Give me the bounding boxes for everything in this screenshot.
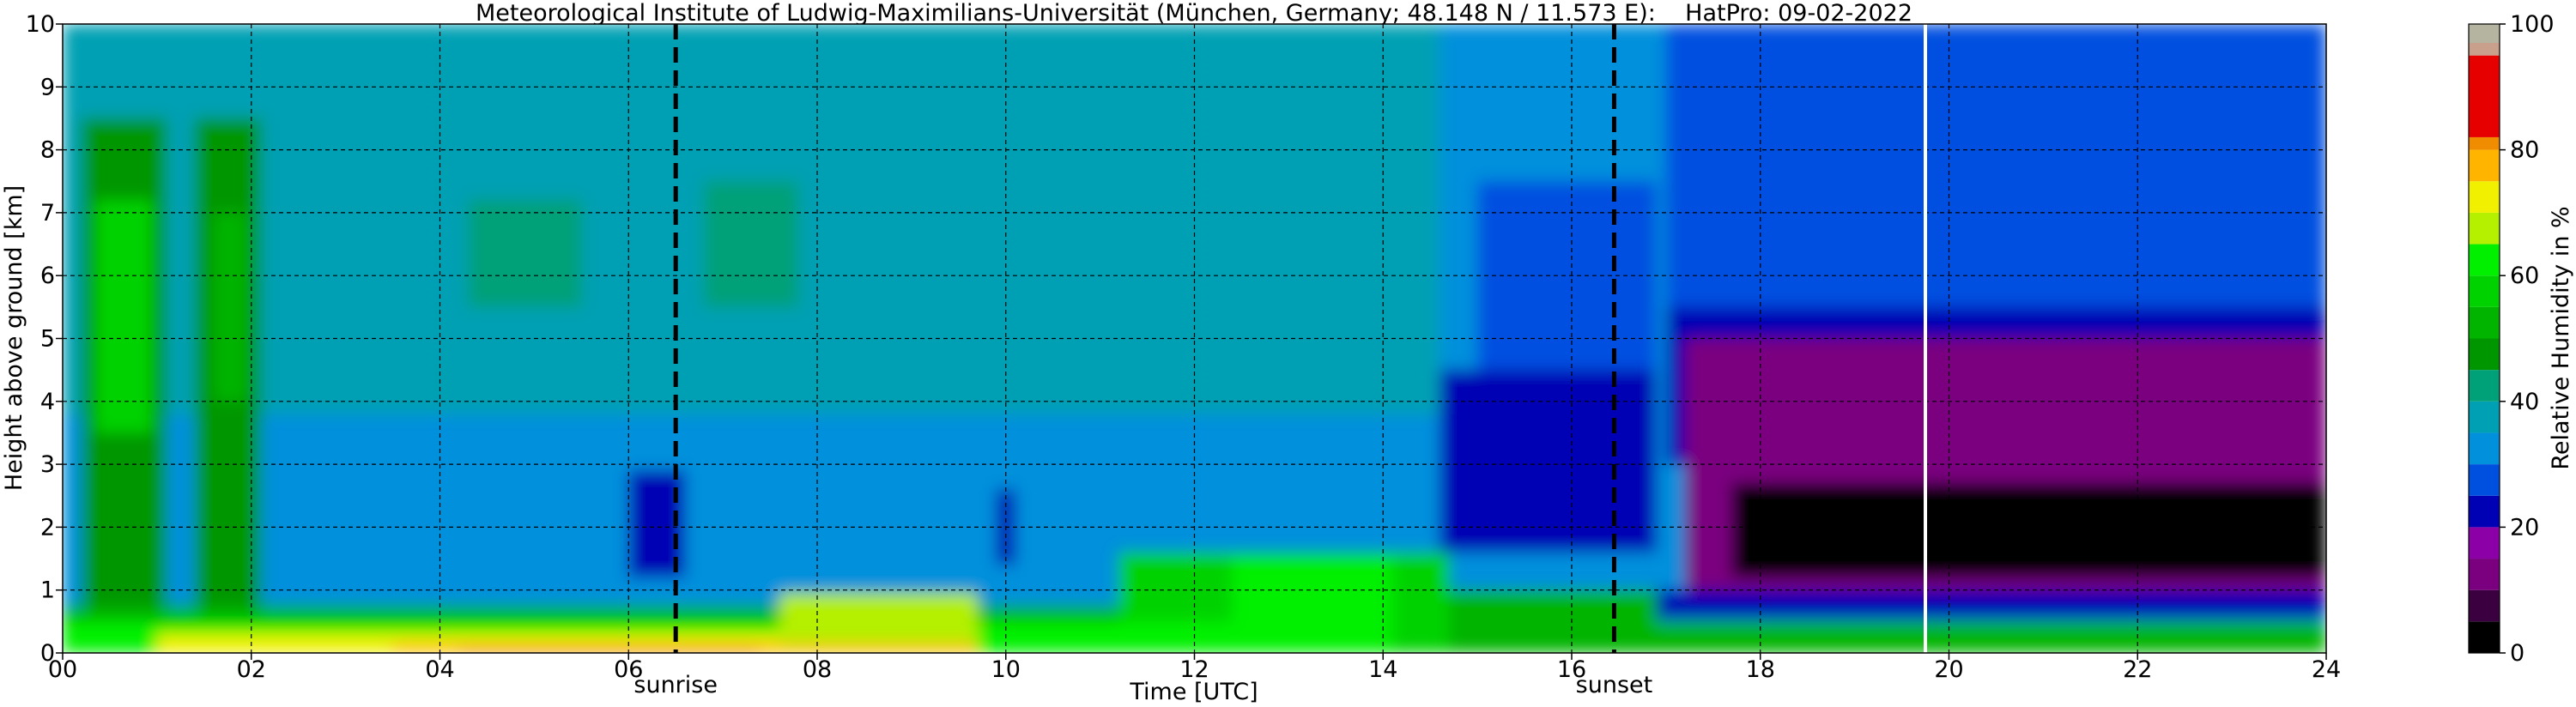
x-tick-label: 02 bbox=[237, 656, 266, 683]
x-tick-label: 18 bbox=[1746, 656, 1775, 683]
colorbar-segment bbox=[2469, 212, 2500, 245]
colorbar-segment bbox=[2469, 464, 2500, 496]
colorbar-segment bbox=[2469, 275, 2500, 307]
x-tick-label: 06 bbox=[614, 656, 643, 683]
humidity-cell bbox=[704, 181, 799, 307]
colorbar-segment bbox=[2469, 24, 2500, 43]
humidity-cell bbox=[779, 593, 978, 653]
colorbar-segment bbox=[2469, 149, 2500, 182]
colorbar: 0 20 40 60 80 100 Relative Humidity in % bbox=[2468, 11, 2574, 667]
x-tick-label: 14 bbox=[1368, 656, 1397, 683]
humidity-cell bbox=[1656, 589, 2326, 619]
y-tick-label: 2 bbox=[40, 514, 55, 541]
y-tick-label: 6 bbox=[40, 263, 55, 289]
humidity-cell bbox=[1665, 24, 2326, 307]
colorbar-ticks: 0 20 40 60 80 100 bbox=[2500, 11, 2555, 667]
y-tick-label: 7 bbox=[40, 200, 55, 227]
colorbar-segment bbox=[2469, 338, 2500, 371]
colorbar-tick-label: 20 bbox=[2510, 514, 2539, 541]
time-marker-labels: sunrise sunset bbox=[633, 672, 1652, 698]
chart-title: Meteorological Institute of Ludwig-Maxim… bbox=[476, 0, 1912, 27]
colorbar-segment bbox=[2469, 181, 2500, 213]
x-tick-label: 00 bbox=[48, 656, 77, 683]
x-tick-label: 20 bbox=[1934, 656, 1963, 683]
humidity-cell bbox=[1449, 589, 1657, 653]
colorbar-segment bbox=[2469, 55, 2500, 137]
humidity-cell bbox=[468, 200, 582, 307]
colorbar-segment bbox=[2469, 370, 2500, 402]
humidity-cell bbox=[458, 649, 761, 653]
y-tick-label: 10 bbox=[26, 11, 55, 38]
y-tick-label: 8 bbox=[40, 137, 55, 164]
colorbar-segment bbox=[2469, 136, 2500, 150]
colorbar-segment bbox=[2469, 621, 2500, 653]
colorbar-tick-label: 40 bbox=[2510, 389, 2539, 415]
colorbar-tick-label: 0 bbox=[2510, 640, 2524, 667]
colorbar-frame bbox=[2468, 23, 2500, 654]
x-tick-label: 16 bbox=[1557, 656, 1586, 683]
colorbar-scale bbox=[2469, 24, 2500, 653]
colorbar-segment bbox=[2469, 527, 2500, 559]
time-markers bbox=[673, 24, 1928, 653]
colorbar-tick-label: 60 bbox=[2510, 263, 2539, 289]
y-tick-label: 5 bbox=[40, 326, 55, 353]
humidity-cell bbox=[1731, 483, 2326, 578]
sunrise-label: sunrise bbox=[633, 672, 718, 698]
colorbar-segment bbox=[2469, 559, 2500, 590]
x-tick-label: 10 bbox=[991, 656, 1021, 683]
x-tick-label: 22 bbox=[2123, 656, 2152, 683]
gridlines bbox=[63, 24, 2326, 653]
y-tick-label: 3 bbox=[40, 451, 55, 478]
y-tick-label: 4 bbox=[40, 389, 55, 415]
colorbar-segment bbox=[2469, 244, 2500, 276]
x-axis-label: Time [UTC] bbox=[1129, 679, 1258, 705]
x-tick-label: 04 bbox=[425, 656, 454, 683]
x-tick-label: 12 bbox=[1179, 656, 1209, 683]
sunset-label: sunset bbox=[1576, 672, 1653, 698]
plot-area bbox=[62, 23, 2327, 654]
y-axis-label: Height above ground [km] bbox=[1, 185, 27, 491]
colorbar-segment bbox=[2469, 589, 2500, 622]
x-tick-label: 08 bbox=[803, 656, 832, 683]
humidity-cell bbox=[213, 212, 247, 402]
humidity-cell bbox=[1656, 621, 2326, 653]
colorbar-label: Relative Humidity in % bbox=[2548, 206, 2574, 469]
colorbar-tick-label: 100 bbox=[2510, 11, 2555, 38]
colorbar-tick-label: 80 bbox=[2510, 137, 2539, 164]
y-tick-label: 9 bbox=[40, 74, 55, 100]
colorbar-segment bbox=[2469, 495, 2500, 528]
x-axis-ticks: 00 02 04 06 08 10 12 14 16 18 20 22 24 bbox=[48, 653, 2341, 683]
y-tick-label: 0 bbox=[40, 640, 55, 667]
y-tick-label: 1 bbox=[40, 577, 55, 604]
colorbar-segment bbox=[2469, 42, 2500, 56]
humidity-cell bbox=[1477, 181, 1657, 371]
humidity-cell bbox=[1440, 370, 1657, 553]
y-axis-ticks: 0 1 2 3 4 5 6 7 8 9 10 bbox=[26, 11, 63, 667]
colorbar-segment bbox=[2469, 432, 2500, 465]
humidity-cell bbox=[392, 644, 978, 653]
x-tick-label: 24 bbox=[2312, 656, 2341, 683]
colorbar-segment bbox=[2469, 306, 2500, 339]
colorbar-segment bbox=[2469, 401, 2500, 433]
humidity-cell bbox=[95, 200, 153, 433]
